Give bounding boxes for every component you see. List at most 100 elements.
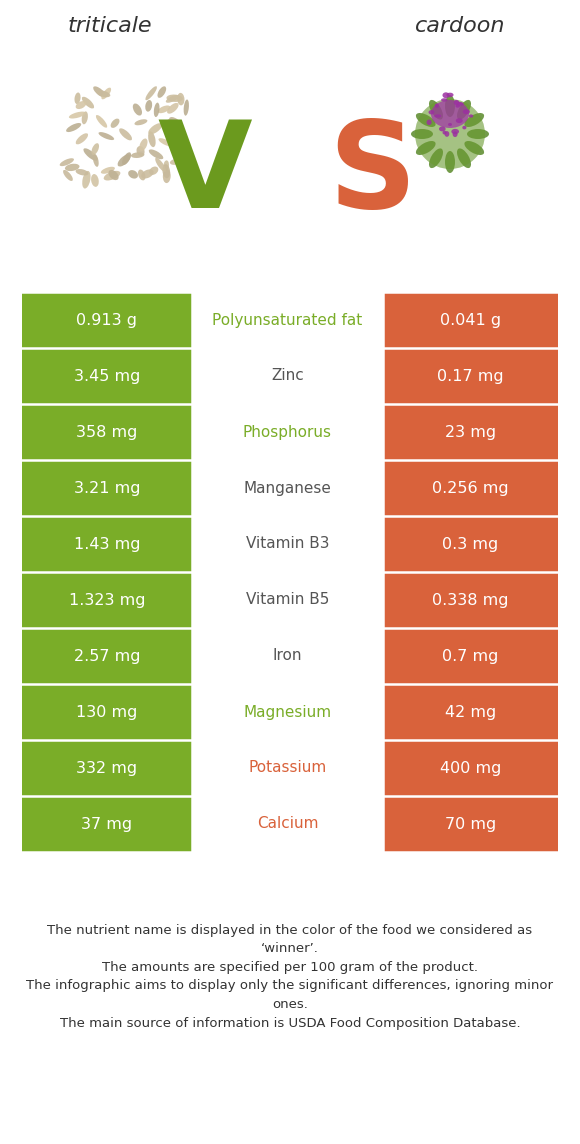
- Text: Vitamin B3: Vitamin B3: [246, 537, 329, 551]
- Ellipse shape: [135, 119, 147, 126]
- Ellipse shape: [166, 95, 183, 102]
- Bar: [192, 516, 383, 572]
- Text: The nutrient name is displayed in the color of the food we considered as
‘winner: The nutrient name is displayed in the co…: [27, 924, 553, 1030]
- Ellipse shape: [92, 143, 99, 154]
- Text: 23 mg: 23 mg: [445, 424, 496, 439]
- Bar: [192, 460, 383, 516]
- Text: Zinc: Zinc: [271, 368, 304, 383]
- Bar: [383, 740, 558, 796]
- Ellipse shape: [136, 146, 144, 156]
- Bar: [383, 460, 558, 516]
- Bar: [22, 740, 192, 796]
- Ellipse shape: [444, 132, 450, 137]
- Bar: [192, 348, 383, 404]
- Ellipse shape: [148, 150, 164, 159]
- Ellipse shape: [76, 133, 88, 144]
- Ellipse shape: [180, 164, 189, 173]
- Bar: [383, 572, 558, 628]
- Ellipse shape: [139, 138, 147, 151]
- Ellipse shape: [167, 119, 178, 129]
- Text: 332 mg: 332 mg: [77, 761, 137, 776]
- Ellipse shape: [82, 111, 88, 125]
- Ellipse shape: [416, 113, 436, 127]
- Ellipse shape: [93, 86, 106, 97]
- Ellipse shape: [162, 121, 176, 134]
- Bar: [192, 572, 383, 628]
- Text: Phosphorus: Phosphorus: [243, 424, 332, 439]
- Bar: [192, 684, 383, 740]
- Ellipse shape: [66, 124, 81, 132]
- Text: 1.43 mg: 1.43 mg: [74, 537, 140, 551]
- Ellipse shape: [141, 169, 154, 178]
- Ellipse shape: [467, 129, 489, 140]
- Text: 358 mg: 358 mg: [77, 424, 137, 439]
- Bar: [383, 516, 558, 572]
- Ellipse shape: [443, 93, 450, 98]
- Text: 0.256 mg: 0.256 mg: [432, 480, 509, 495]
- Ellipse shape: [99, 132, 114, 140]
- Ellipse shape: [91, 174, 99, 186]
- Ellipse shape: [457, 100, 471, 120]
- Ellipse shape: [84, 149, 97, 161]
- Ellipse shape: [463, 109, 470, 114]
- Ellipse shape: [111, 119, 119, 128]
- Ellipse shape: [184, 100, 189, 116]
- Text: Manganese: Manganese: [244, 480, 331, 495]
- Ellipse shape: [465, 141, 484, 154]
- Ellipse shape: [82, 97, 94, 109]
- Bar: [192, 404, 383, 460]
- Text: 0.17 mg: 0.17 mg: [437, 368, 504, 383]
- Text: 0.7 mg: 0.7 mg: [443, 649, 499, 664]
- Ellipse shape: [158, 86, 166, 98]
- Bar: [383, 404, 558, 460]
- Ellipse shape: [122, 152, 131, 165]
- Ellipse shape: [75, 101, 86, 109]
- Text: 130 mg: 130 mg: [77, 705, 137, 720]
- Text: 3.21 mg: 3.21 mg: [74, 480, 140, 495]
- Bar: [22, 796, 192, 852]
- Text: Vitamin B5: Vitamin B5: [246, 593, 329, 607]
- Ellipse shape: [443, 130, 447, 135]
- Text: 1.323 mg: 1.323 mg: [69, 593, 145, 607]
- Ellipse shape: [82, 170, 90, 189]
- Ellipse shape: [119, 128, 132, 141]
- Ellipse shape: [118, 154, 130, 167]
- Bar: [22, 348, 192, 404]
- Ellipse shape: [69, 112, 86, 119]
- Ellipse shape: [146, 86, 157, 101]
- Text: triticale: triticale: [68, 16, 153, 35]
- Ellipse shape: [177, 93, 184, 105]
- Ellipse shape: [102, 88, 111, 100]
- Ellipse shape: [416, 141, 436, 154]
- Text: 70 mg: 70 mg: [445, 817, 496, 832]
- Ellipse shape: [415, 100, 485, 169]
- Text: S: S: [328, 116, 416, 232]
- Ellipse shape: [429, 110, 434, 114]
- Ellipse shape: [104, 170, 121, 181]
- Ellipse shape: [167, 103, 179, 113]
- Ellipse shape: [138, 169, 146, 181]
- Ellipse shape: [411, 129, 433, 140]
- Bar: [192, 628, 383, 684]
- Ellipse shape: [429, 149, 443, 168]
- Bar: [22, 516, 192, 572]
- Ellipse shape: [149, 167, 158, 175]
- Ellipse shape: [65, 164, 79, 172]
- Ellipse shape: [75, 169, 89, 175]
- Ellipse shape: [429, 100, 443, 120]
- Bar: [192, 740, 383, 796]
- Ellipse shape: [60, 158, 74, 166]
- Bar: [22, 684, 192, 740]
- Ellipse shape: [445, 95, 455, 117]
- Ellipse shape: [169, 117, 182, 127]
- Bar: [22, 628, 192, 684]
- Ellipse shape: [96, 116, 107, 128]
- Bar: [383, 684, 558, 740]
- Text: Magnesium: Magnesium: [244, 705, 332, 720]
- Text: 37 mg: 37 mg: [81, 817, 133, 832]
- Text: Iron: Iron: [273, 649, 302, 664]
- Text: 2.57 mg: 2.57 mg: [74, 649, 140, 664]
- Ellipse shape: [426, 119, 432, 125]
- Ellipse shape: [145, 100, 152, 112]
- Ellipse shape: [128, 170, 138, 178]
